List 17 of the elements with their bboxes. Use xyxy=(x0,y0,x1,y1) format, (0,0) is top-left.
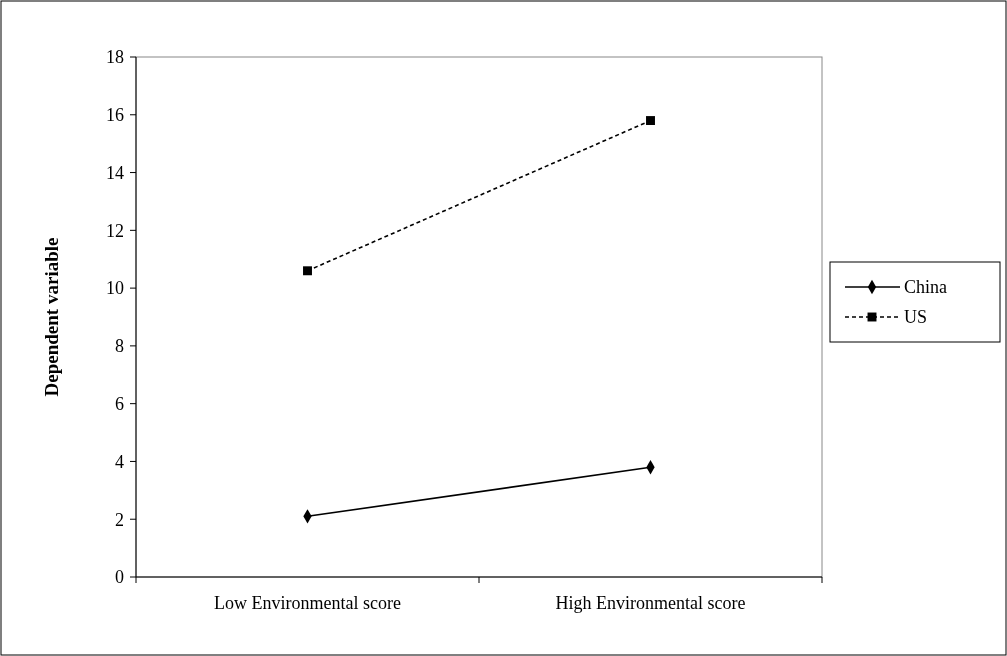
point xyxy=(303,266,312,276)
legend-label: China xyxy=(904,277,948,298)
y-tick-label: 6 xyxy=(115,393,124,414)
y-tick-label: 14 xyxy=(106,162,124,183)
legend-label: US xyxy=(904,307,928,328)
y-tick-label: 12 xyxy=(106,220,124,241)
y-tick-label: 18 xyxy=(106,47,124,68)
y-tick-label: 4 xyxy=(115,451,124,472)
y-tick-label: 16 xyxy=(106,105,124,126)
y-tick-label: 10 xyxy=(106,278,124,299)
y-tick-label: 2 xyxy=(115,509,124,530)
x-tick-label: Low Environmental score xyxy=(214,593,401,613)
y-tick-label: 0 xyxy=(115,567,124,588)
x-tick-label: High Environmental score xyxy=(555,593,746,613)
y-axis-title: Dependent variable xyxy=(41,237,62,397)
point xyxy=(646,116,655,126)
y-tick-label: 8 xyxy=(115,336,124,357)
